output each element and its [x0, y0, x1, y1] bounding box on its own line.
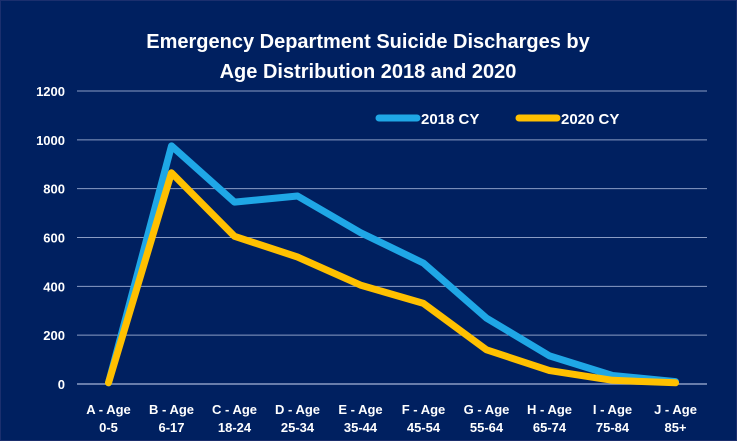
series-layer	[105, 142, 679, 387]
x-tick-label: J - Age	[654, 402, 697, 417]
x-tick-label: B - Age	[149, 402, 194, 417]
x-tick-label: E - Age	[338, 402, 382, 417]
x-tick-label: C - Age	[212, 402, 257, 417]
x-tick-label: H - Age	[527, 402, 572, 417]
x-tick-label: 55-64	[470, 420, 504, 435]
x-tick-label: 6-17	[158, 420, 184, 435]
legend: 2018 CY 2020 CY	[375, 111, 619, 128]
x-tick-label: I - Age	[593, 402, 632, 417]
x-tick-label: 25-34	[281, 420, 315, 435]
y-tick-label: 1200	[36, 84, 65, 99]
x-tick-label: 65-74	[533, 420, 567, 435]
legend-label: 2018 CY	[421, 111, 479, 128]
x-tick-label: 85+	[664, 420, 686, 435]
y-tick-label: 600	[43, 231, 65, 246]
x-tick-label: 35-44	[344, 420, 378, 435]
x-tick-label: 75-84	[596, 420, 630, 435]
x-tick-label: G - Age	[464, 402, 510, 417]
y-tick-label: 1000	[36, 133, 65, 148]
series-line-2018	[105, 142, 679, 387]
x-tick-label: F - Age	[402, 402, 446, 417]
x-tick-label: 0-5	[99, 420, 118, 435]
chart-title-line-1: Emergency Department Suicide Discharges …	[146, 31, 590, 53]
x-tick-label: 45-54	[407, 420, 441, 435]
legend-label: 2020 CY	[561, 111, 619, 128]
axis-layer: 0 200 400 600 800 1000 1200 A - Age 0-5 B - Age 6-…	[36, 84, 707, 435]
y-tick-label: 200	[43, 328, 65, 343]
grid-layer	[77, 90, 707, 385]
x-tick-label: 18-24	[218, 420, 252, 435]
x-tick-label: A - Age	[86, 402, 131, 417]
chart-title-line-2: Age Distribution 2018 and 2020	[220, 61, 517, 83]
chart-title: Emergency Department Suicide Discharges …	[146, 31, 590, 83]
series-line-2020	[105, 169, 679, 387]
y-tick-label: 0	[58, 377, 65, 392]
y-tick-label: 800	[43, 182, 65, 197]
y-tick-label: 400	[43, 279, 65, 294]
x-tick-label: D - Age	[275, 402, 320, 417]
